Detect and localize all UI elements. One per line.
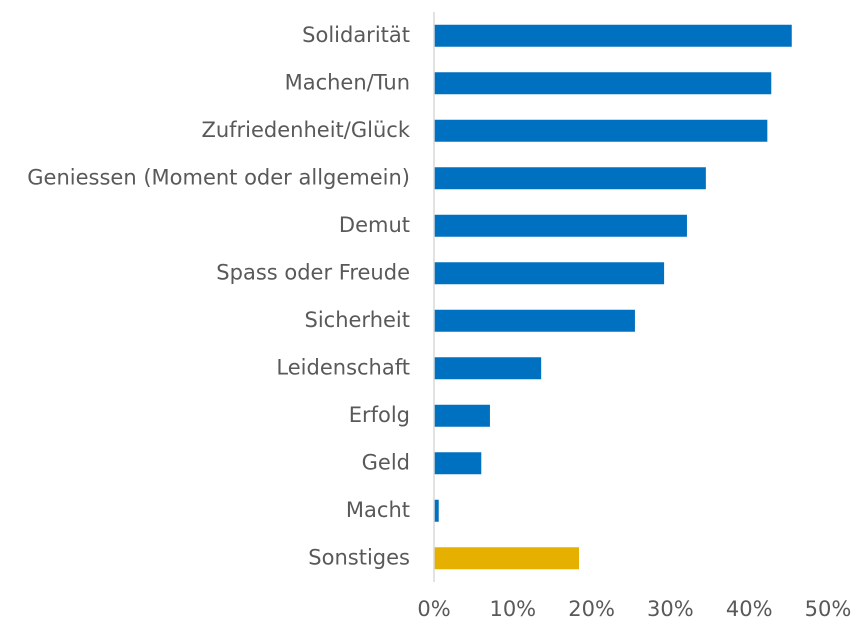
y-tick-label: Zufriedenheit/Glück — [201, 118, 410, 142]
bar — [434, 309, 635, 332]
bar — [434, 452, 482, 475]
bar — [434, 404, 490, 427]
y-tick-label: Macht — [346, 498, 410, 522]
x-tick-label: 20% — [568, 597, 615, 621]
x-tick-label: 50% — [805, 597, 851, 621]
y-tick-label: Erfolg — [349, 403, 410, 427]
bar — [434, 167, 706, 190]
x-tick-label: 10% — [489, 597, 536, 621]
y-tick-label: Machen/Tun — [285, 70, 410, 94]
x-tick-label: 0% — [417, 597, 450, 621]
bar — [434, 547, 579, 570]
y-tick-label: Sonstiges — [308, 545, 410, 569]
x-tick-label: 40% — [726, 597, 773, 621]
y-tick-label: Sicherheit — [304, 308, 410, 332]
y-tick-label: Spass oder Freude — [216, 260, 410, 284]
y-tick-label: Geld — [362, 450, 410, 474]
y-tick-label: Leidenschaft — [276, 355, 410, 379]
bar — [434, 72, 772, 95]
bar — [434, 214, 687, 237]
y-tick-label: Demut — [339, 213, 410, 237]
y-tick-label: Solidarität — [302, 23, 410, 47]
bar — [434, 357, 542, 380]
x-tick-label: 30% — [647, 597, 694, 621]
bar — [434, 119, 768, 142]
y-tick-label: Geniessen (Moment oder allgemein) — [27, 165, 410, 189]
bar — [434, 24, 792, 47]
bar — [434, 499, 439, 522]
bar — [434, 262, 665, 285]
